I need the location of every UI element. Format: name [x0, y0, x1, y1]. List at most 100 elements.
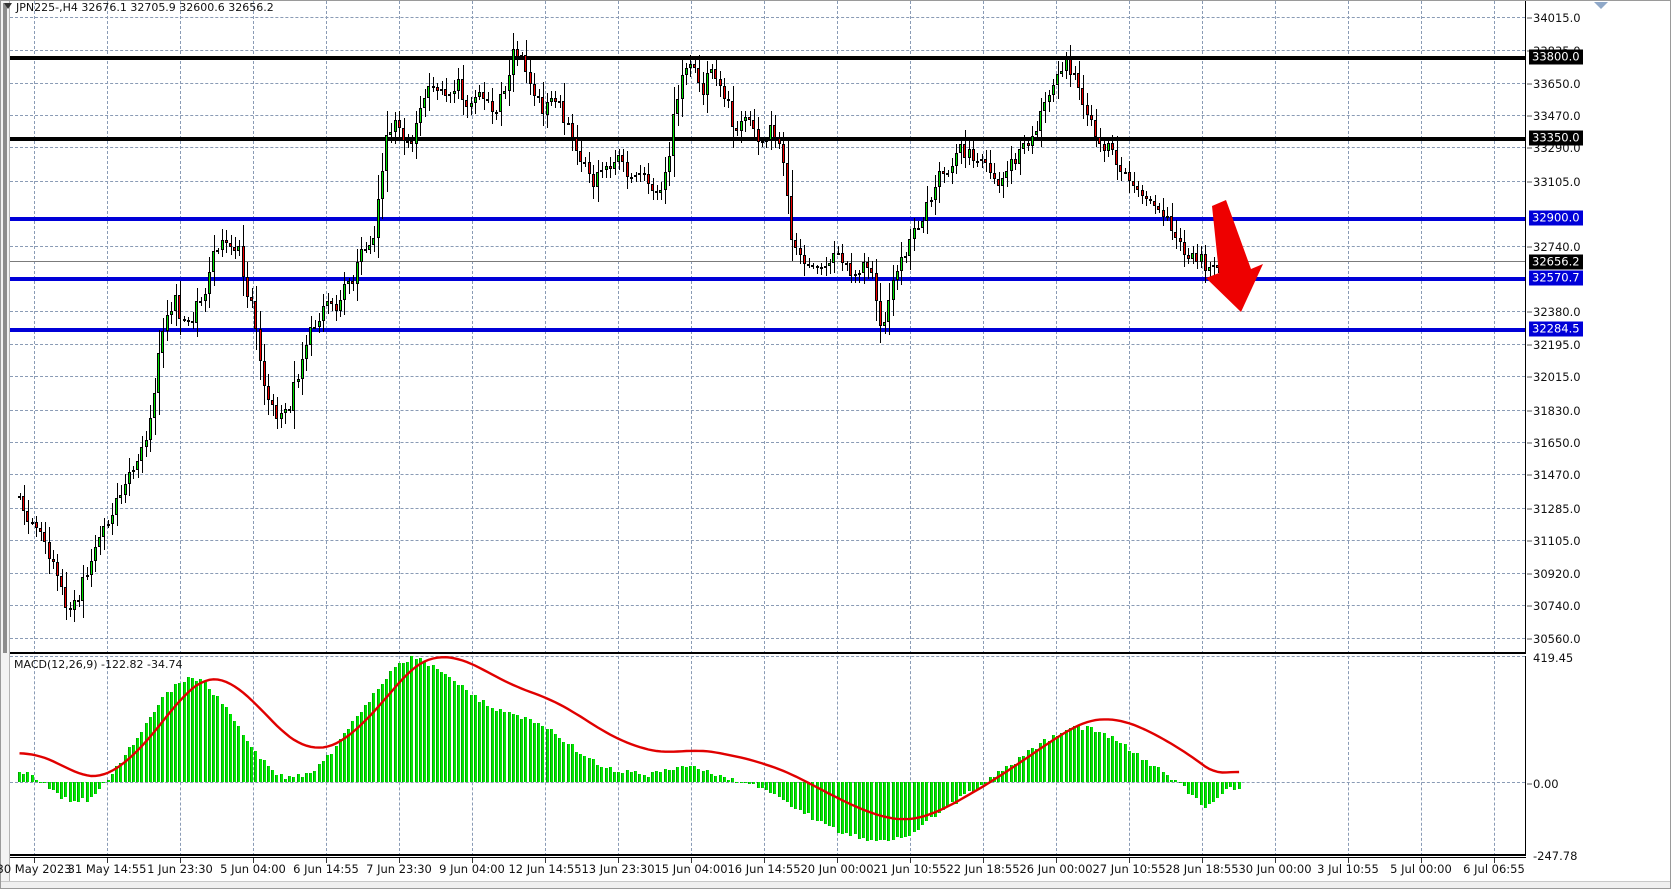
macd-histogram-bar — [866, 781, 870, 841]
time-axis-label: 30 May 2023 — [0, 862, 72, 876]
candle-wick — [32, 518, 34, 525]
candle-body-down — [486, 99, 490, 102]
price-tag[interactable]: 32284.5 — [1529, 321, 1583, 337]
macd-histogram-bar — [330, 754, 334, 782]
price-level-line[interactable] — [10, 136, 1525, 141]
price-tag[interactable]: 33800.0 — [1529, 49, 1583, 65]
price-scale-label: 32195.0 — [1533, 338, 1581, 353]
time-tick-mark — [1056, 858, 1057, 863]
candle-body-down — [655, 191, 659, 194]
candle-body-down — [975, 160, 979, 163]
candle-body-up — [427, 85, 431, 99]
chevron-down-icon[interactable] — [4, 3, 12, 9]
price-tag[interactable]: 32570.7 — [1529, 270, 1583, 286]
candle-wick — [635, 171, 637, 183]
candle-wick — [1226, 255, 1228, 277]
candle-body-down — [1229, 261, 1233, 264]
macd-histogram-bar — [933, 781, 937, 818]
time-axis-label: 7 Jun 23:30 — [366, 862, 432, 876]
candle-body-up — [912, 227, 916, 239]
candle-body-down — [229, 243, 232, 247]
macd-histogram-bar — [684, 766, 688, 782]
candle-body-up — [106, 524, 110, 527]
macd-histogram-bar — [499, 709, 503, 782]
macd-histogram-bar — [136, 737, 140, 782]
candle-body-down — [1157, 206, 1161, 210]
vertical-scrollbar-thumb[interactable] — [3, 3, 7, 653]
price-level-line[interactable] — [10, 328, 1525, 333]
macd-histogram-bar — [1216, 781, 1220, 799]
candle-body-down — [22, 495, 26, 512]
price-tag[interactable]: 32900.0 — [1529, 210, 1583, 226]
macd-indicator-panel[interactable]: MACD(12,26,9) -122.82 -34.74 — [10, 656, 1526, 856]
macd-histogram-bar — [883, 781, 887, 840]
grid-line-vertical — [34, 656, 35, 854]
time-axis-label: 9 Jun 04:00 — [439, 862, 505, 876]
macd-histogram-bar — [410, 656, 414, 782]
macd-histogram-bar — [304, 773, 308, 782]
candle-body-up — [110, 515, 114, 525]
price-level-line[interactable] — [10, 55, 1525, 60]
macd-histogram-bar — [1094, 732, 1098, 782]
macd-histogram-bar — [718, 774, 722, 782]
candle-body-up — [1022, 143, 1026, 149]
grid-line-horizontal — [10, 637, 1525, 639]
candle-body-down — [714, 68, 718, 80]
macd-histogram-bar — [140, 732, 144, 782]
time-tick-mark — [983, 858, 984, 863]
price-scale[interactable]: 34015.033835.033650.033470.033290.033105… — [1527, 1, 1670, 887]
macd-histogram-bar — [537, 723, 541, 782]
candle-body-up — [313, 326, 317, 329]
candle-body-down — [553, 97, 557, 103]
macd-histogram-bar — [591, 759, 595, 782]
macd-histogram-bar — [646, 776, 650, 782]
candle-body-up — [1018, 148, 1022, 164]
candle-wick — [808, 258, 810, 268]
candle-body-up — [157, 353, 161, 393]
candle-body-up — [30, 521, 34, 524]
time-axis-label: 27 Jun 10:55 — [1092, 862, 1166, 876]
time-tick-mark — [1129, 858, 1130, 863]
time-tick-mark — [253, 858, 254, 863]
candle-body-down — [275, 405, 279, 420]
candle-body-up — [131, 469, 135, 472]
time-tick-mark — [180, 858, 181, 863]
candle-body-down — [1013, 158, 1017, 164]
price-level-line[interactable] — [10, 276, 1525, 281]
vertical-scrollbar[interactable] — [1, 1, 10, 887]
candle-body-down — [1089, 114, 1093, 121]
candle-body-down — [77, 600, 81, 603]
candle-body-up — [165, 314, 169, 331]
candle-body-up — [1224, 261, 1228, 266]
candle-wick — [829, 259, 831, 275]
price-scale-label: 30560.0 — [1533, 631, 1581, 646]
time-axis[interactable]: 30 May 2023 31 May 14:55 1 Jun 23:30 5 Jun … — [0, 857, 1526, 881]
macd-histogram-bar — [1039, 742, 1043, 782]
price-scale-label: 31470.0 — [1533, 468, 1581, 483]
macd-histogram-bar — [148, 716, 152, 782]
macd-histogram-bar — [676, 766, 680, 782]
macd-histogram-bar — [1064, 730, 1068, 782]
candle-body-down — [178, 295, 182, 320]
price-scale-label: 33105.0 — [1533, 174, 1581, 189]
candle-body-up — [1005, 171, 1009, 178]
macd-histogram-bar — [1178, 781, 1182, 783]
scale-tick-mark — [1527, 83, 1532, 85]
macd-histogram-bar — [815, 781, 819, 822]
candle-body-up — [72, 600, 76, 611]
price-tag[interactable]: 32656.2 — [1529, 254, 1583, 270]
candle-body-down — [646, 173, 650, 184]
candle-body-down — [1127, 171, 1131, 182]
macd-histogram-bar — [1035, 748, 1039, 782]
time-axis-label: 15 Jun 04:00 — [654, 862, 728, 876]
macd-histogram-bar — [203, 682, 207, 782]
candle-body-down — [34, 521, 38, 529]
macd-histogram-bar — [1237, 781, 1241, 789]
price-tag[interactable]: 33350.0 — [1529, 130, 1583, 146]
grid-line-horizontal — [10, 376, 1525, 378]
price-level-line[interactable] — [10, 261, 1525, 263]
price-level-line[interactable] — [10, 217, 1525, 222]
time-axis-label: 21 Jun 10:55 — [873, 862, 947, 876]
price-chart-panel[interactable] — [10, 1, 1526, 654]
candle-body-down — [583, 161, 587, 164]
